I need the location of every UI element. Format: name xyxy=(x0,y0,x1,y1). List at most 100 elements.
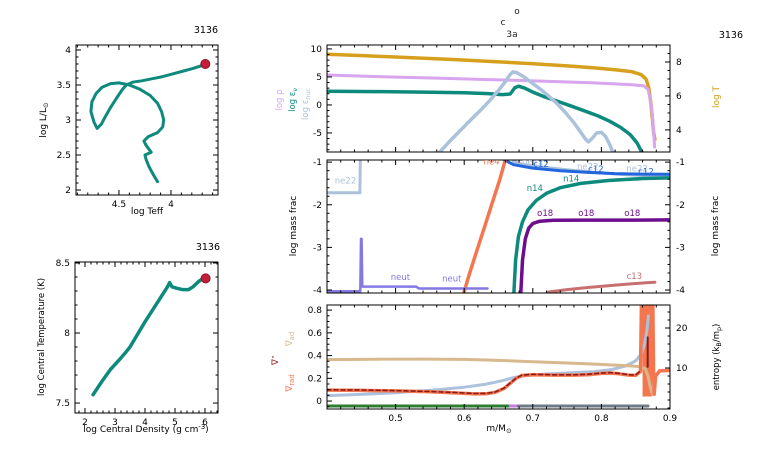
model-number: 3136 xyxy=(194,25,218,36)
y-tick-label: 2 xyxy=(65,186,71,196)
axis-title: log εnuc xyxy=(301,88,312,120)
curve-label-o18: o18 xyxy=(578,209,594,219)
axis-title: ∇rad xyxy=(285,374,296,392)
x-tick-label: 4.5 xyxy=(112,200,126,210)
series-grad-star xyxy=(327,370,641,395)
axis-box xyxy=(326,44,671,153)
curve-label-n14: n14 xyxy=(527,184,543,194)
curve-label-ne22: ne22 xyxy=(335,176,356,186)
y2-tick-label: -2 xyxy=(676,201,685,211)
y-tick-label: 3.5 xyxy=(57,81,71,91)
y-tick-label: 8.5 xyxy=(56,259,70,269)
y-tick-label: 4 xyxy=(65,46,71,56)
series-c13 xyxy=(546,280,657,293)
axis-title: ∇ad xyxy=(285,332,296,348)
x-axis-title: log Central Density (g cm-3) xyxy=(83,423,208,435)
curve-label-o18: o18 xyxy=(537,209,553,219)
series-n14 xyxy=(512,176,670,293)
model-number: 3136 xyxy=(196,242,220,253)
y-tick-label: 0 xyxy=(316,397,322,407)
axis-title: log ρ xyxy=(275,89,285,110)
series-log-eps-nu xyxy=(327,84,644,152)
axis-title: log Central Temperature (K) xyxy=(37,278,47,396)
x-tick-label: 6 xyxy=(202,418,208,428)
panel-profile-abundances: -4 -3 -2 -1 -4 -3 -2 -1 log mass frac log mass fr… xyxy=(289,157,721,296)
axis-title: log L/L⊙ xyxy=(39,102,50,137)
curve-label-o18: o18 xyxy=(624,209,640,219)
y-tick-label: -4 xyxy=(313,286,322,296)
curve-label-n14: n14 xyxy=(563,174,579,184)
y-tick-label: 7.5 xyxy=(56,399,70,409)
axis-box xyxy=(326,159,671,294)
x-tick-label: 0.8 xyxy=(594,414,609,424)
y-tick-label: 0 xyxy=(316,101,322,111)
x-tick-label: 0.6 xyxy=(457,414,472,424)
y2-tick-label: -1 xyxy=(676,158,685,168)
x-tick-label: 0.9 xyxy=(663,414,678,424)
x-axis-title: m/M⊙ xyxy=(486,424,511,435)
current-model-marker xyxy=(200,273,211,284)
axis-title: log T xyxy=(712,85,722,108)
x-tick-label: 2 xyxy=(82,418,88,428)
y2-tick-label: -3 xyxy=(676,243,685,253)
x-tick-label: 0.7 xyxy=(526,414,540,424)
y-tick-label: -1 xyxy=(313,158,322,168)
axis-title: ∇⋆ xyxy=(269,355,281,366)
x-axis-title: log Teff xyxy=(131,207,164,217)
axis-title: log mass frac xyxy=(289,196,299,256)
y-tick-label: 8 xyxy=(64,329,70,339)
curve-label-c12: c12 xyxy=(533,160,549,170)
series-entropy xyxy=(327,314,650,398)
curve-label-ne22: ne22 xyxy=(577,162,598,172)
y-tick-label: 0.4 xyxy=(308,352,323,362)
axis-title: log εν xyxy=(288,88,299,112)
annotation-c: c xyxy=(501,18,506,28)
x-tick-label: 0.5 xyxy=(388,414,402,424)
x-tick-label: 5 xyxy=(172,418,178,428)
axis-title: entropy (kB/mp) xyxy=(712,324,723,391)
series-evolution-track xyxy=(89,62,207,184)
series-central-track xyxy=(91,275,207,397)
y-tick-label: 5 xyxy=(316,73,322,83)
y-tick-label: 10 xyxy=(311,45,323,55)
y2-tick-label: 20 xyxy=(676,324,688,334)
x-tick-label: 4 xyxy=(168,200,174,210)
y-tick-label: -5 xyxy=(313,129,322,139)
axis-box xyxy=(326,304,671,410)
panel-hr-diagram: 4.5 4 2 2.5 3 3.5 4 log Teff log L/L⊙ 3136 xyxy=(39,25,219,217)
curve-label-c12: c12 xyxy=(588,165,604,175)
y2-tick-label: 10 xyxy=(676,364,688,374)
annotation-3a: 3a xyxy=(506,30,517,40)
curve-label-he4: he4 xyxy=(484,158,500,168)
curve-label-c12: c12 xyxy=(638,167,654,177)
axis-title: log mass frac xyxy=(711,196,721,256)
curve-label-ne22: ne22 xyxy=(626,165,647,175)
y-tick-label: 0.8 xyxy=(308,306,323,316)
annotation-o: o xyxy=(514,7,520,17)
y-tick-label: 0.2 xyxy=(308,374,322,384)
panel-central-t-rho: 2 3 4 5 6 7.5 8 8.5 log Central Density (g cm-3)… xyxy=(37,242,220,435)
y2-tick-label: -4 xyxy=(676,286,685,296)
current-model-marker xyxy=(200,58,211,69)
y-tick-label: 3 xyxy=(65,116,71,126)
series-he4 xyxy=(461,160,507,293)
series-neut xyxy=(327,237,489,293)
y-tick-label: 2.5 xyxy=(57,151,71,161)
x-tick-label: 3 xyxy=(112,418,118,428)
y2-tick-label: 8 xyxy=(676,58,682,68)
curve-label-neut: neut xyxy=(391,273,411,283)
curve-label-ne22: ne22 xyxy=(522,157,543,167)
annotation-3136: 3136 xyxy=(719,30,743,41)
axis-box xyxy=(74,261,219,414)
y-tick-label: -2 xyxy=(313,201,322,211)
panel-profile-gradients: 0.5 0.6 0.7 0.8 0.9 0 0.2 0.4 0.6 0.8 10 20 m/M⊙ ∇ad ∇… xyxy=(269,304,723,435)
series-grad-ad xyxy=(327,357,654,396)
series-log-rho xyxy=(327,73,657,149)
curve-label-c13: c13 xyxy=(627,272,643,282)
series-log-eps-nuc xyxy=(437,70,615,152)
y2-tick-label: 4 xyxy=(676,126,682,136)
curve-label-neut: neut xyxy=(442,274,462,284)
